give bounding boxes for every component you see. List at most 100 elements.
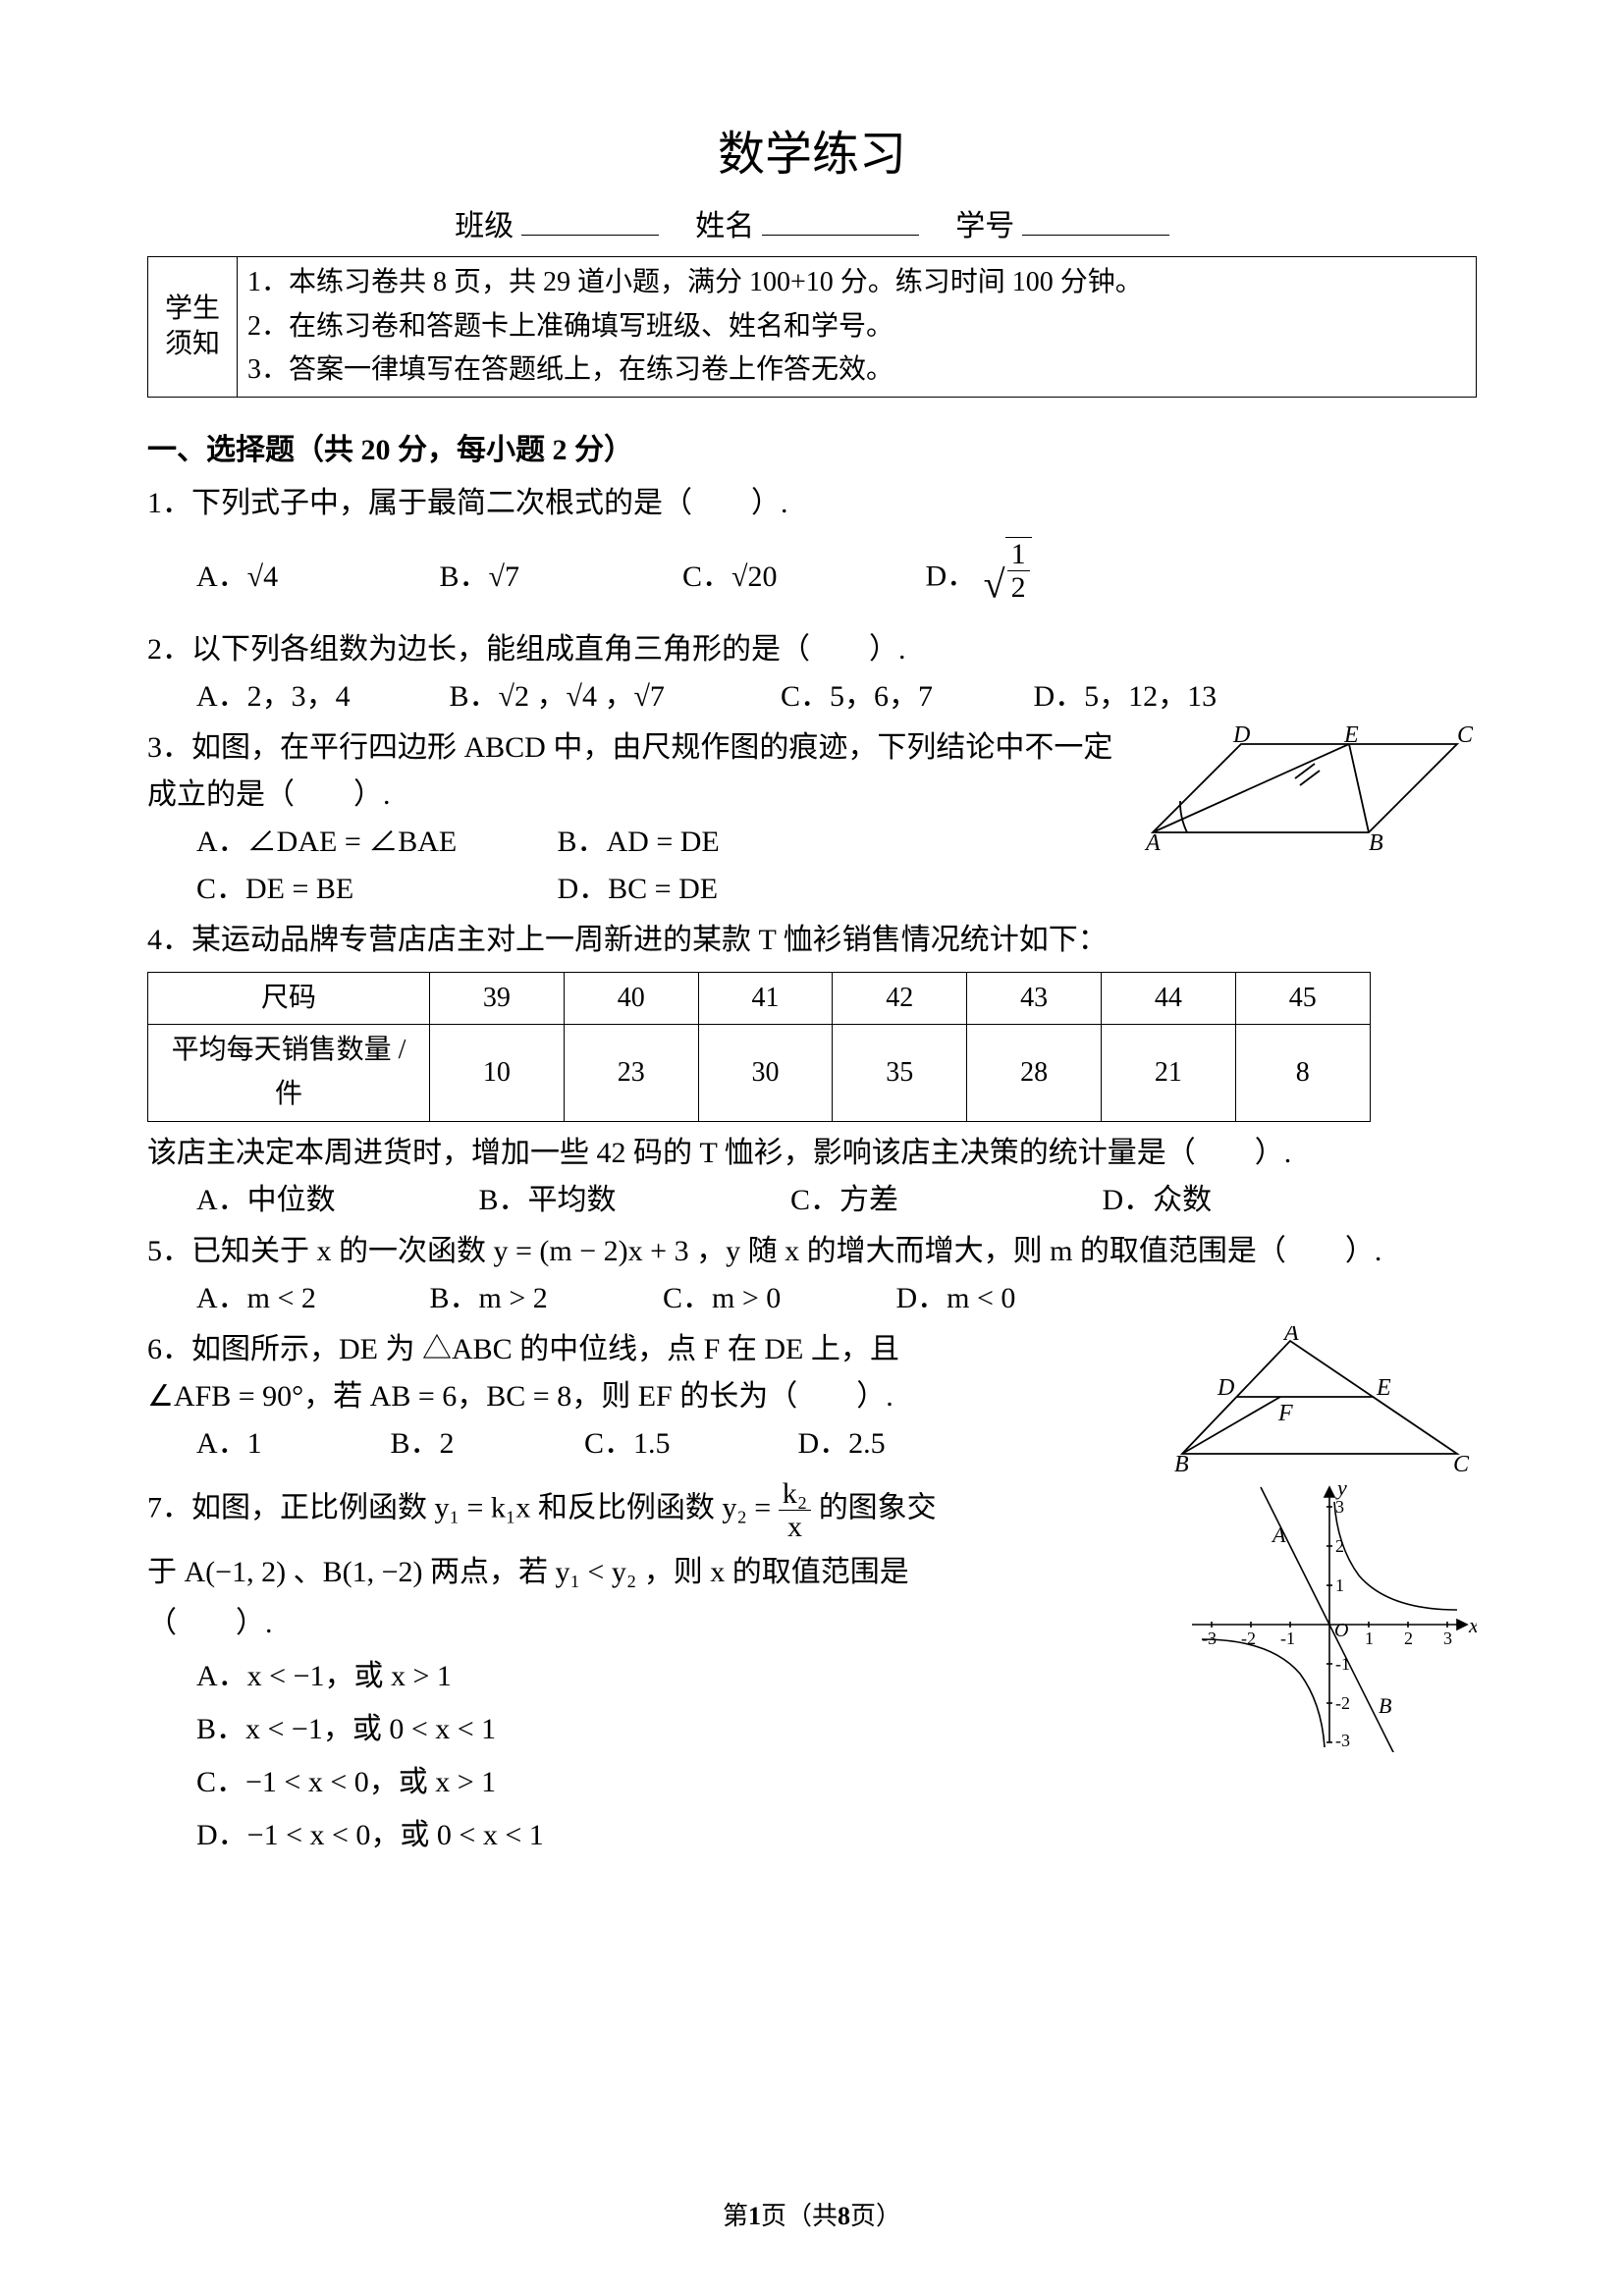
q4-c2: 23 [564, 1025, 698, 1122]
svg-text:E: E [1343, 724, 1359, 748]
q5-stem: 5．已知关于 x 的一次函数 y = (m − 2)x + 3 ，y 随 x 的… [147, 1228, 1477, 1275]
svg-text:1: 1 [1335, 1575, 1344, 1595]
name-label: 姓名 [695, 210, 754, 242]
q1-d-prefix: D． [926, 561, 977, 593]
svg-text:A: A [1271, 1522, 1286, 1547]
q4-stem: 4．某运动品牌专营店店主对上一周新进的某款 T 恤衫销售情况统计如下： [147, 917, 1477, 964]
svg-text:x: x [1468, 1613, 1477, 1637]
q7-frac: k₂ x [779, 1477, 811, 1543]
q7-num: k₂ [779, 1477, 811, 1511]
q1-d-num: 1 [1007, 538, 1030, 571]
question-7: x y O A B 321 -1-2-3 123 -1-2-3 7．如图，正比例… [147, 1477, 1477, 1859]
q4-h0: 尺码 [148, 972, 430, 1025]
q4-options: A．中位数 B．平均数 C．方差 D．众数 [147, 1177, 1477, 1224]
q3-opt-b: B．AD = DE [558, 819, 720, 866]
footer-total: 8 [838, 2202, 850, 2230]
question-5: 5．已知关于 x 的一次函数 y = (m − 2)x + 3 ，y 随 x 的… [147, 1228, 1477, 1322]
q5-opt-d: D．m < 0 [896, 1275, 1016, 1322]
student-info-line: 班级 姓名 学号 [147, 203, 1477, 250]
svg-text:D: D [1232, 724, 1250, 748]
svg-text:-3: -3 [1202, 1629, 1217, 1648]
q4-h7: 45 [1235, 972, 1370, 1025]
q3-opt-d: D．BC = DE [558, 866, 719, 913]
instructions-body: 1．本练习卷共 8 页，共 29 道小题，满分 100+10 分。练习时间 10… [238, 256, 1477, 397]
q6-opt-d: D．2.5 [798, 1420, 886, 1468]
question-4: 4．某运动品牌专营店店主对上一周新进的某款 T 恤衫销售情况统计如下： 尺码 3… [147, 917, 1477, 1224]
parallelogram-icon: A B C D E [1143, 724, 1477, 852]
q1-opt-a: A．√4 [196, 554, 403, 601]
page-title: 数学练习 [147, 118, 1477, 193]
svg-text:C: C [1457, 724, 1474, 748]
q4-h2: 40 [564, 972, 698, 1025]
svg-text:O: O [1334, 1620, 1348, 1641]
q5-opt-b: B．m > 2 [430, 1275, 626, 1322]
q4-rowlabel: 平均每天销售数量 / 件 [148, 1025, 430, 1122]
instructions-label-text: 学生须知 [158, 292, 227, 363]
class-label: 班级 [455, 210, 514, 242]
q4-opt-b: B．平均数 [479, 1177, 754, 1224]
q2-options: A．2，3，4 B．√2 ，√4 ，√7 C．5，6，7 D．5，12，13 [147, 673, 1477, 721]
graph-intersect-icon: x y O A B 321 -1-2-3 123 -1-2-3 [1182, 1477, 1477, 1752]
id-label: 学号 [955, 210, 1014, 242]
q1-d-den: 2 [1007, 571, 1030, 604]
svg-text:-1: -1 [1335, 1654, 1350, 1674]
q4-c1: 10 [430, 1025, 565, 1122]
svg-text:1: 1 [1365, 1629, 1374, 1648]
q4-opt-c: C．方差 [790, 1177, 1065, 1224]
svg-text:3: 3 [1335, 1497, 1344, 1517]
q5-opt-a: A．m < 2 [196, 1275, 393, 1322]
q4-c6: 21 [1101, 1025, 1235, 1122]
footer-suf: 页） [850, 2202, 901, 2230]
instruction-line-1: 1．本练习卷共 8 页，共 29 道小题，满分 100+10 分。练习时间 10… [247, 261, 1466, 305]
svg-text:B: B [1369, 830, 1383, 852]
section-1-heading: 一、选择题（共 20 分，每小题 2 分） [147, 427, 1477, 474]
q4-opt-d: D．众数 [1103, 1177, 1213, 1224]
triangle-midline-icon: B C A D E F [1163, 1326, 1477, 1473]
q7-figure: x y O A B 321 -1-2-3 123 -1-2-3 [1182, 1477, 1477, 1752]
class-blank[interactable] [521, 211, 659, 236]
q4-h4: 42 [833, 972, 967, 1025]
svg-text:B: B [1174, 1452, 1189, 1473]
svg-text:A: A [1144, 830, 1161, 852]
q7-opt-c: C．−1 < x < 0，或 x > 1 [196, 1759, 1477, 1806]
q6-opt-a: A．1 [196, 1420, 353, 1468]
q5-options: A．m < 2 B．m > 2 C．m > 0 D．m < 0 [147, 1275, 1477, 1322]
name-blank[interactable] [762, 211, 919, 236]
svg-text:-3: -3 [1335, 1731, 1350, 1750]
question-2: 2．以下列各组数为边长，能组成直角三角形的是（ ）. A．2，3，4 B．√2 … [147, 626, 1477, 721]
id-blank[interactable] [1022, 211, 1169, 236]
svg-text:3: 3 [1443, 1629, 1452, 1648]
q4-c3: 30 [698, 1025, 833, 1122]
svg-text:F: F [1277, 1401, 1293, 1426]
svg-text:E: E [1376, 1375, 1391, 1401]
svg-text:-2: -2 [1335, 1693, 1350, 1713]
q4-opt-a: A．中位数 [196, 1177, 442, 1224]
q3-opt-c: C．DE = BE [196, 866, 520, 913]
q1-stem: 1．下列式子中，属于最简二次根式的是（ ）. [147, 480, 1477, 527]
q1-opt-b: B．√7 [440, 554, 646, 601]
q4-c5: 28 [967, 1025, 1102, 1122]
q6-opt-b: B．2 [391, 1420, 548, 1468]
q7-opt-d: D．−1 < x < 0，或 0 < x < 1 [196, 1812, 1477, 1859]
footer-pre: 第 [723, 2202, 748, 2230]
instruction-line-3: 3．答案一律填写在答题纸上，在练习卷上作答无效。 [247, 348, 1466, 393]
q2-stem: 2．以下列各组数为边长，能组成直角三角形的是（ ）. [147, 626, 1477, 673]
instructions-table: 学生须知 1．本练习卷共 8 页，共 29 道小题，满分 100+10 分。练习… [147, 256, 1477, 398]
q4-data-row: 平均每天销售数量 / 件 10 23 30 35 28 21 8 [148, 1025, 1371, 1122]
q1-d-frac: 1 2 [1007, 538, 1030, 604]
q5-opt-c: C．m > 0 [663, 1275, 859, 1322]
instructions-label: 学生须知 [148, 256, 238, 397]
svg-text:2: 2 [1404, 1629, 1413, 1648]
svg-text:B: B [1379, 1693, 1391, 1718]
svg-text:C: C [1453, 1452, 1470, 1473]
q7-stem-b: 的图象交 [819, 1491, 937, 1523]
exam-page: 数学练习 班级 姓名 学号 学生须知 1．本练习卷共 8 页，共 29 道小题，… [0, 0, 1624, 2296]
q3-figure: A B C D E [1143, 724, 1477, 852]
q6-figure: B C A D E F [1163, 1326, 1477, 1473]
question-1: 1．下列式子中，属于最简二次根式的是（ ）. A．√4 B．√7 C．√20 D… [147, 480, 1477, 615]
q4-h6: 44 [1101, 972, 1235, 1025]
question-3: A B C D E 3．如图，在平行四边形 ABCD 中，由尺规作图的痕迹，下列… [147, 724, 1477, 913]
question-6: B C A D E F 6．如图所示，DE 为 △ABC 的中位线，点 F 在 … [147, 1326, 1477, 1473]
svg-text:2: 2 [1335, 1536, 1344, 1556]
q3-opt-a: A．∠DAE = ∠BAE [196, 819, 520, 866]
